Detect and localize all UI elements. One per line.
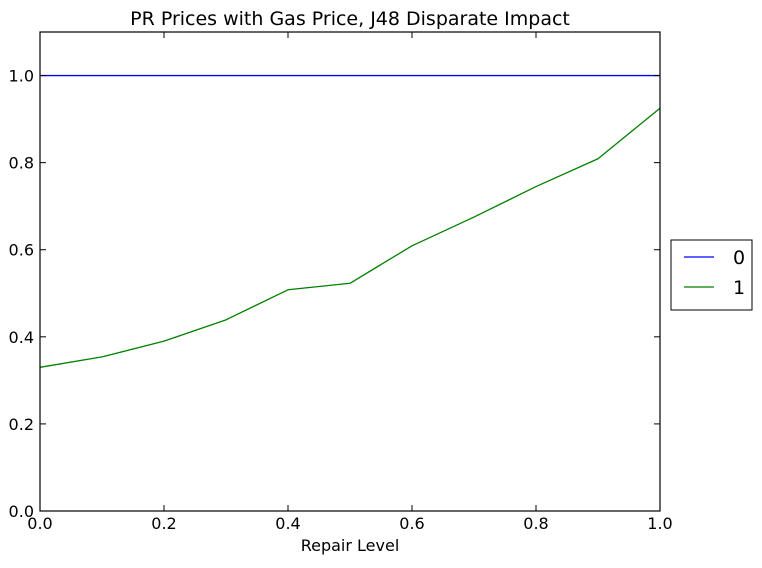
series-line-1 [39, 107, 661, 368]
plot-frame [39, 31, 661, 512]
x-tick-label: 0.6 [399, 514, 424, 533]
legend: 01 [670, 239, 753, 311]
x-tick-label: 0.4 [275, 514, 300, 533]
y-tick-label: 0.4 [9, 328, 34, 347]
y-tick-label: 0.0 [9, 502, 34, 521]
legend-label-0: 0 [733, 247, 745, 269]
x-axis-label: Repair Level [301, 536, 400, 555]
y-tick-label: 0.6 [9, 241, 34, 260]
x-tick-label: 0.2 [151, 514, 176, 533]
chart-title: PR Prices with Gas Price, J48 Disparate … [130, 8, 570, 30]
y-tick-label: 0.2 [9, 415, 34, 434]
axes: 0.0 0.2 0.4 0.6 0.8 1.0 0.0 0.2 0.4 0.6 0.8 1.0 [9, 31, 673, 533]
legend-label-1: 1 [733, 277, 745, 299]
y-tick-label: 0.8 [9, 154, 34, 173]
x-tick-label: 0.0 [27, 514, 52, 533]
x-tick-label: 0.8 [523, 514, 548, 533]
y-tick-label: 1.0 [9, 67, 34, 86]
legend-box [670, 239, 753, 311]
plot-area [39, 74, 661, 368]
x-tick-label: 1.0 [647, 514, 672, 533]
